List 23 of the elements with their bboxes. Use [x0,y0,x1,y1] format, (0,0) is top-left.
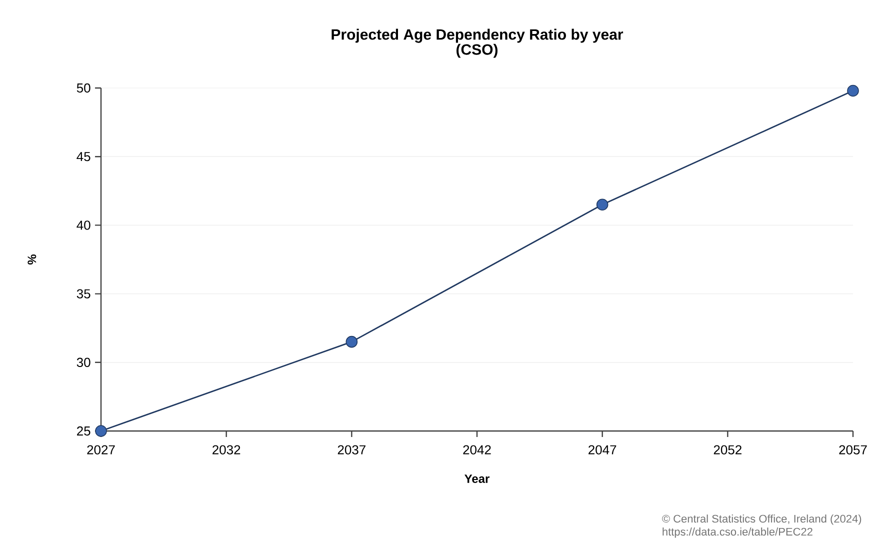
x-tick-label: 2057 [839,445,867,454]
x-tick-label: 2047 [588,445,616,454]
x-tick-label: 2037 [338,445,366,454]
y-tick-label: 50 [76,83,90,93]
y-tick-label: 40 [76,220,90,230]
x-tick-label: 2027 [87,445,115,454]
y-tick-label: 25 [77,426,90,436]
chart-title: Projected Age Dependency Ratio by year [332,28,624,43]
point [95,425,107,437]
y-axis-title: % [28,254,36,265]
x-tick-label: 2032 [212,445,240,454]
point [596,198,608,211]
x-tick-label: 2042 [463,445,491,454]
x-axis-title: Year [464,474,490,483]
y-tick-label: 30 [76,358,90,367]
point [847,84,859,97]
chart-subtitle: (CSO) [456,44,498,58]
y-tick-label: 35 [76,289,90,298]
text: © Central Statistics Office, Ireland (2024) [662,514,862,525]
point [346,336,358,348]
x-tick-label: 2052 [714,445,742,454]
y-tick-label: 45 [76,152,90,162]
text: https://data.cso.ie/table/PEC22 [662,528,812,538]
